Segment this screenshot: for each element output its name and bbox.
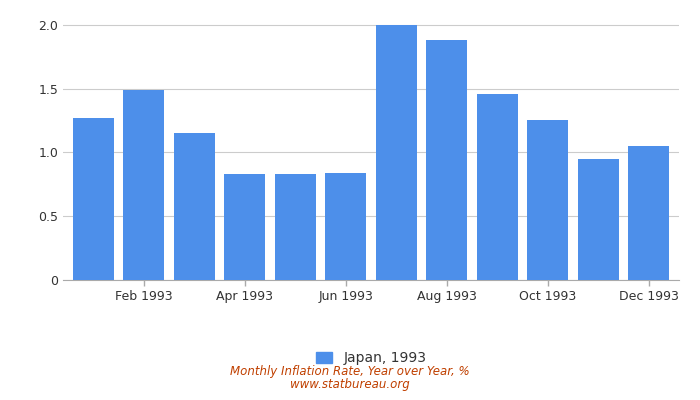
Text: Monthly Inflation Rate, Year over Year, %: Monthly Inflation Rate, Year over Year, … <box>230 365 470 378</box>
Bar <box>375 25 417 280</box>
Text: www.statbureau.org: www.statbureau.org <box>290 378 410 391</box>
Bar <box>325 173 367 280</box>
Bar <box>527 120 568 280</box>
Bar <box>174 133 215 280</box>
Legend: Japan, 1993: Japan, 1993 <box>310 346 432 371</box>
Bar <box>123 90 164 280</box>
Bar <box>224 174 265 280</box>
Bar <box>73 118 114 280</box>
Bar <box>477 94 518 280</box>
Bar <box>578 159 619 280</box>
Bar <box>274 174 316 280</box>
Bar <box>628 146 669 280</box>
Bar <box>426 40 468 280</box>
